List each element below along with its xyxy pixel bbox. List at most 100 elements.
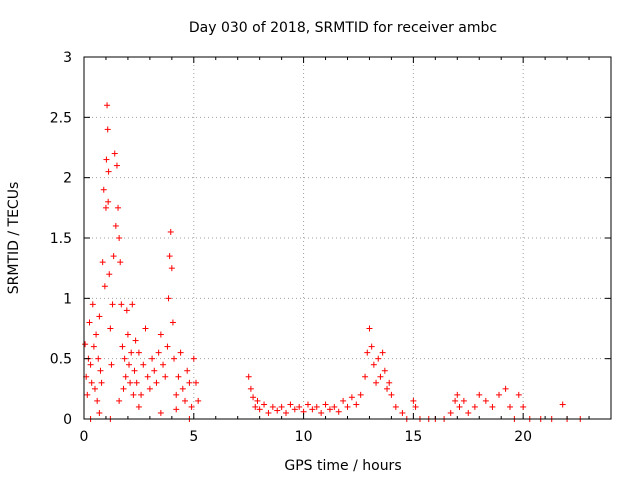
data-point: [252, 403, 259, 410]
data-point: [127, 379, 134, 386]
data-point: [184, 367, 191, 374]
data-point: [86, 319, 93, 326]
data-point: [452, 397, 459, 404]
chart-title: Day 030 of 2018, SRMTID for receiver amb…: [189, 20, 497, 36]
data-point: [116, 397, 123, 404]
data-point: [456, 403, 463, 410]
data-point: [140, 361, 147, 368]
y-axis-label: SRMTID / TECUs: [6, 182, 22, 295]
data-point: [366, 325, 373, 332]
data-point: [460, 397, 467, 404]
data-point: [373, 379, 380, 386]
data-point: [182, 397, 189, 404]
data-point: [175, 373, 182, 380]
data-point: [124, 331, 131, 338]
data-point: [104, 126, 111, 133]
data-point: [96, 409, 103, 416]
data-point: [344, 403, 351, 410]
data-point: [379, 349, 386, 356]
data-point: [520, 403, 527, 410]
data-point: [195, 397, 202, 404]
data-point: [138, 391, 145, 398]
data-point: [130, 391, 137, 398]
data-point: [375, 355, 382, 362]
data-point: [291, 406, 298, 413]
data-point: [331, 403, 338, 410]
data-point: [447, 409, 454, 416]
data-point: [177, 349, 184, 356]
data-point: [296, 403, 303, 410]
y-tick-label: 3: [63, 50, 72, 66]
data-point: [162, 373, 169, 380]
data-point: [129, 301, 136, 308]
data-point: [476, 391, 483, 398]
data-point: [364, 349, 371, 356]
data-point: [87, 361, 94, 368]
data-point: [91, 385, 98, 392]
data-points: [82, 102, 584, 422]
data-point: [135, 403, 142, 410]
data-point: [82, 341, 89, 348]
data-point: [179, 385, 186, 392]
y-tick-label: 2.5: [50, 110, 72, 126]
data-point: [102, 204, 109, 211]
data-point: [471, 403, 478, 410]
y-tick-label: 2: [63, 171, 72, 187]
y-tick-label: 0: [63, 412, 72, 428]
data-point: [412, 403, 419, 410]
data-point: [98, 379, 105, 386]
data-point: [115, 204, 122, 211]
y-tick-label: 1.5: [50, 231, 72, 247]
data-point: [108, 361, 115, 368]
data-point: [128, 349, 135, 356]
data-point: [132, 337, 139, 344]
x-tick-label: 15: [404, 429, 422, 445]
data-point: [94, 397, 101, 404]
data-point: [100, 186, 107, 193]
data-point: [121, 355, 128, 362]
data-point: [105, 168, 112, 175]
data-point: [173, 406, 180, 413]
data-point: [117, 259, 124, 266]
data-point: [169, 319, 176, 326]
data-point: [362, 373, 369, 380]
data-point: [122, 373, 129, 380]
data-point: [116, 235, 123, 241]
data-point: [386, 379, 393, 386]
data-point: [287, 401, 294, 408]
data-point: [353, 401, 360, 408]
x-tick-label: 5: [189, 429, 198, 445]
data-point: [348, 394, 355, 401]
data-point: [118, 301, 125, 308]
data-point: [313, 403, 320, 410]
data-point: [111, 150, 118, 157]
data-point: [104, 102, 111, 109]
x-tick-label: 0: [80, 429, 89, 445]
data-point: [304, 401, 311, 408]
data-point: [454, 391, 461, 398]
data-point: [157, 331, 164, 338]
data-point: [168, 265, 175, 272]
data-point: [322, 401, 329, 408]
data-point: [120, 385, 127, 392]
data-point: [250, 394, 257, 401]
data-point: [123, 307, 130, 314]
data-point: [173, 391, 180, 398]
x-tick-label: 20: [514, 429, 532, 445]
data-point: [188, 403, 195, 410]
y-tick-label: 0.5: [50, 352, 72, 368]
data-point: [340, 397, 347, 404]
data-point: [103, 156, 110, 163]
x-axis-ticks: 0 5 10 15 20: [80, 57, 590, 445]
data-point: [247, 385, 254, 392]
data-point: [126, 361, 133, 368]
data-point: [506, 403, 513, 410]
data-point: [119, 343, 126, 350]
data-point: [144, 373, 151, 380]
data-point: [370, 361, 377, 368]
data-point: [357, 391, 364, 398]
data-point: [496, 391, 503, 398]
data-point: [192, 379, 199, 386]
x-tick-label: 10: [295, 429, 313, 445]
